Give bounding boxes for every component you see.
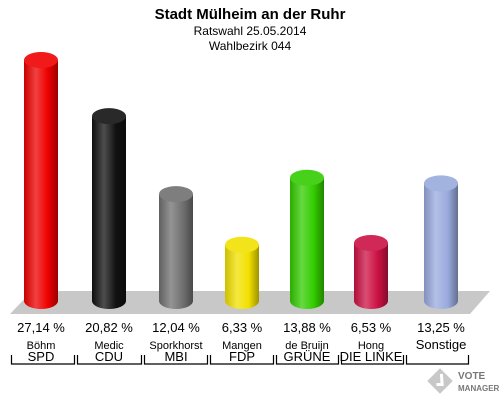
party-bracket <box>143 355 209 365</box>
party-bracket <box>76 355 143 365</box>
bar-sonstige <box>424 183 458 309</box>
party-bracket <box>340 355 405 365</box>
bars-group <box>24 52 458 310</box>
value-label: 12,04 % <box>152 320 200 335</box>
bar-fdp-top <box>225 236 259 253</box>
bar-die-linke-top <box>354 235 388 252</box>
bar-grüne <box>290 177 324 309</box>
candidate-label: Sporkhorst <box>149 340 202 352</box>
bar-grüne-top <box>290 169 324 186</box>
vote-manager-logo: VOTE MANAGER <box>427 368 500 394</box>
value-label: 27,14 % <box>17 320 65 335</box>
party-label: MBI <box>164 349 187 364</box>
bar-die-linke <box>354 243 388 309</box>
value-label: 20,82 % <box>85 320 133 335</box>
party-label: DIE LINKE <box>340 349 403 364</box>
logo-check-icon <box>427 368 453 394</box>
party-bracket <box>209 355 275 365</box>
candidate-label: Mangen <box>222 340 262 352</box>
party-bracket <box>10 355 76 365</box>
party-label: GRÜNE <box>284 349 331 364</box>
bar-spd <box>24 60 58 309</box>
bar-mbi-top <box>159 186 193 203</box>
party-label: CDU <box>95 349 123 364</box>
bar-spd-top <box>24 52 58 68</box>
party-label: SPD <box>28 349 55 364</box>
party-label: Sonstige <box>416 337 467 352</box>
bar-cdu <box>92 116 126 310</box>
candidate-label: de Bruijn <box>285 340 328 352</box>
bar-fdp <box>225 244 259 309</box>
value-label: 6,53 % <box>351 320 392 335</box>
chart-title: Stadt Mülheim an der Ruhr <box>155 6 346 23</box>
logo-manager: MANAGER <box>458 384 500 393</box>
logo-vote: VOTE <box>458 371 486 382</box>
bar-mbi <box>159 194 193 309</box>
bar-sonstige-top <box>424 175 458 192</box>
party-bracket <box>405 355 470 365</box>
value-label: 13,88 % <box>283 320 331 335</box>
value-label: 6,33 % <box>222 320 263 335</box>
candidate-label: Hong <box>358 340 384 352</box>
party-bracket <box>275 355 340 365</box>
chart-district: Wahlbezirk 044 <box>209 39 292 53</box>
value-label: 13,25 % <box>417 320 465 335</box>
candidate-label: Böhm <box>27 340 56 352</box>
party-brackets <box>10 355 470 365</box>
chart-subtitle: Ratswahl 25.05.2014 <box>194 24 307 38</box>
party-label: FDP <box>229 349 255 364</box>
bar-cdu-top <box>92 108 126 125</box>
candidate-label: Medic <box>94 340 124 352</box>
